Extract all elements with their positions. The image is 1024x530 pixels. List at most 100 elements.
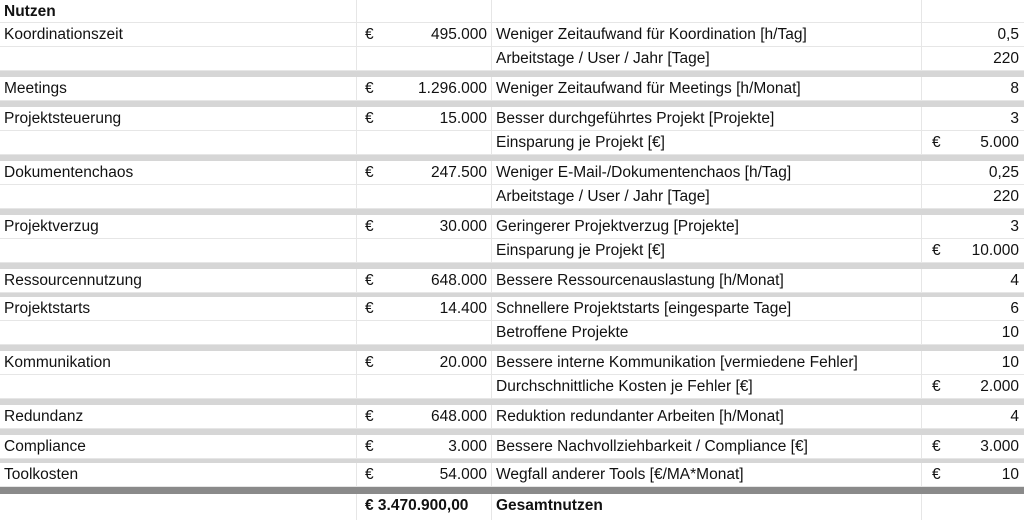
currency-symbol: €: [365, 80, 374, 97]
benefit-name-cell[interactable]: Kommunikation: [0, 351, 357, 374]
parameter-value-cell[interactable]: €3.000: [922, 435, 1024, 458]
benefit-value-cell[interactable]: [357, 185, 492, 208]
parameter-value: 10: [1001, 354, 1019, 371]
benefit-name-cell[interactable]: Projektverzug: [0, 215, 357, 238]
benefit-name-cell[interactable]: Koordinationszeit: [0, 23, 357, 46]
benefit-value-cell[interactable]: €3.000: [357, 435, 492, 458]
benefit-name-cell[interactable]: [0, 321, 357, 344]
parameter-value: 0,25: [988, 164, 1019, 181]
parameter-label-cell[interactable]: Durchschnittliche Kosten je Fehler [€]: [492, 375, 922, 398]
currency-symbol: €: [932, 134, 941, 151]
benefit-value-cell[interactable]: €20.000: [357, 351, 492, 374]
benefit-name-cell[interactable]: [0, 131, 357, 154]
benefit-name-cell[interactable]: Redundanz: [0, 405, 357, 428]
total-label[interactable]: Gesamtnutzen: [492, 494, 922, 520]
benefit-name-cell[interactable]: Toolkosten: [0, 463, 357, 486]
parameter-label-cell[interactable]: Besser durchgeführtes Projekt [Projekte]: [492, 107, 922, 130]
parameter-label-cell[interactable]: Weniger Zeitaufwand für Koordination [h/…: [492, 23, 922, 46]
parameter-value-cell[interactable]: 3: [922, 215, 1024, 238]
benefit-name-cell[interactable]: Meetings: [0, 77, 357, 100]
header-row: Nutzen: [0, 0, 1024, 23]
benefit-value: 3.000: [448, 438, 487, 455]
benefit-name-cell[interactable]: [0, 375, 357, 398]
parameter-value-cell[interactable]: 4: [922, 269, 1024, 292]
table-row: Kommunikation €20.000 Bessere interne Komm…: [0, 351, 1024, 375]
parameter-label-cell[interactable]: Arbeitstage / User / Jahr [Tage]: [492, 47, 922, 70]
parameter-value-cell[interactable]: 220: [922, 47, 1024, 70]
parameter-value-cell[interactable]: 220: [922, 185, 1024, 208]
benefit-name-cell[interactable]: [0, 239, 357, 262]
benefit-name-cell[interactable]: Ressourcennutzung: [0, 269, 357, 292]
benefit-value-cell[interactable]: [357, 131, 492, 154]
parameter-label-cell[interactable]: Geringerer Projektverzug [Projekte]: [492, 215, 922, 238]
table-row: Projektverzug €30.000 Geringerer Projektve…: [0, 215, 1024, 239]
benefit-value-cell[interactable]: [357, 239, 492, 262]
parameter-label-cell[interactable]: Bessere interne Kommunikation [vermieden…: [492, 351, 922, 374]
benefit-name-cell[interactable]: Dokumentenchaos: [0, 161, 357, 184]
benefit-value-cell[interactable]: €1.296.000: [357, 77, 492, 100]
parameter-value-cell[interactable]: 6: [922, 297, 1024, 320]
currency-symbol: €: [365, 110, 374, 127]
benefit-name-cell[interactable]: Projektsteuerung: [0, 107, 357, 130]
parameter-label-cell[interactable]: Einsparung je Projekt [€]: [492, 239, 922, 262]
parameter-label-cell[interactable]: Weniger E-Mail-/Dokumentenchaos [h/Tag]: [492, 161, 922, 184]
benefit-value-cell[interactable]: €15.000: [357, 107, 492, 130]
parameter-value-cell[interactable]: €2.000: [922, 375, 1024, 398]
table-row: Einsparung je Projekt [€] €10.000: [0, 239, 1024, 263]
benefit-value-cell[interactable]: €495.000: [357, 23, 492, 46]
parameter-label-cell[interactable]: Bessere Ressourcenauslastung [h/Monat]: [492, 269, 922, 292]
parameter-value-cell[interactable]: 10: [922, 321, 1024, 344]
parameter-value: 10: [1001, 466, 1019, 483]
parameter-value-cell[interactable]: 10: [922, 351, 1024, 374]
parameter-value-cell[interactable]: 3: [922, 107, 1024, 130]
parameter-label-cell[interactable]: Bessere Nachvollziehbarkeit / Compliance…: [492, 435, 922, 458]
benefit-value-cell[interactable]: [357, 375, 492, 398]
benefit-name-cell[interactable]: [0, 47, 357, 70]
currency-symbol: €: [365, 272, 374, 289]
parameter-label-cell[interactable]: Arbeitstage / User / Jahr [Tage]: [492, 185, 922, 208]
parameter-label-cell[interactable]: Schnellere Projektstarts [eingesparte Ta…: [492, 297, 922, 320]
parameter-label-cell[interactable]: Einsparung je Projekt [€]: [492, 131, 922, 154]
table-row: Durchschnittliche Kosten je Fehler [€] €2…: [0, 375, 1024, 399]
benefit-value-cell[interactable]: €648.000: [357, 405, 492, 428]
benefit-value-cell[interactable]: [357, 321, 492, 344]
parameter-value: 220: [993, 188, 1019, 205]
section-title[interactable]: Nutzen: [0, 0, 357, 22]
cell[interactable]: [922, 494, 1024, 520]
parameter-value-cell[interactable]: 8: [922, 77, 1024, 100]
benefit-value: 14.400: [439, 300, 487, 317]
parameter-value: 6: [1010, 300, 1019, 317]
parameter-value-cell[interactable]: 0,5: [922, 23, 1024, 46]
benefit-value-cell[interactable]: €30.000: [357, 215, 492, 238]
benefit-name-cell[interactable]: [0, 185, 357, 208]
benefit-value: 648.000: [430, 408, 487, 425]
parameter-value: 0,5: [997, 26, 1019, 43]
benefit-name-cell[interactable]: Projektstarts: [0, 297, 357, 320]
total-value[interactable]: € 3.470.900,00: [357, 494, 492, 520]
parameter-value-cell[interactable]: €5.000: [922, 131, 1024, 154]
cell[interactable]: [492, 0, 922, 22]
benefit-name-cell[interactable]: Compliance: [0, 435, 357, 458]
parameter-value-cell[interactable]: €10: [922, 463, 1024, 486]
benefit-value-cell[interactable]: €247.500: [357, 161, 492, 184]
parameter-label-cell[interactable]: Betroffene Projekte: [492, 321, 922, 344]
parameter-value-cell[interactable]: €10.000: [922, 239, 1024, 262]
benefit-value-cell[interactable]: €54.000: [357, 463, 492, 486]
group-separator: [0, 209, 1024, 215]
parameter-label-cell[interactable]: Weniger Zeitaufwand für Meetings [h/Mona…: [492, 77, 922, 100]
parameter-value-cell[interactable]: 0,25: [922, 161, 1024, 184]
currency-symbol: €: [932, 466, 941, 483]
cell[interactable]: [0, 494, 357, 520]
benefit-value: 15.000: [439, 110, 487, 127]
group-separator: [0, 71, 1024, 77]
parameter-value: 5.000: [980, 134, 1019, 151]
benefit-value-cell[interactable]: €648.000: [357, 269, 492, 292]
cell[interactable]: [357, 0, 492, 22]
benefit-value-cell[interactable]: €14.400: [357, 297, 492, 320]
cell[interactable]: [922, 0, 1024, 22]
benefit-value-cell[interactable]: [357, 47, 492, 70]
parameter-label-cell[interactable]: Wegfall anderer Tools [€/MA*Monat]: [492, 463, 922, 486]
parameter-value-cell[interactable]: 4: [922, 405, 1024, 428]
benefit-value: 20.000: [439, 354, 487, 371]
parameter-label-cell[interactable]: Reduktion redundanter Arbeiten [h/Monat]: [492, 405, 922, 428]
